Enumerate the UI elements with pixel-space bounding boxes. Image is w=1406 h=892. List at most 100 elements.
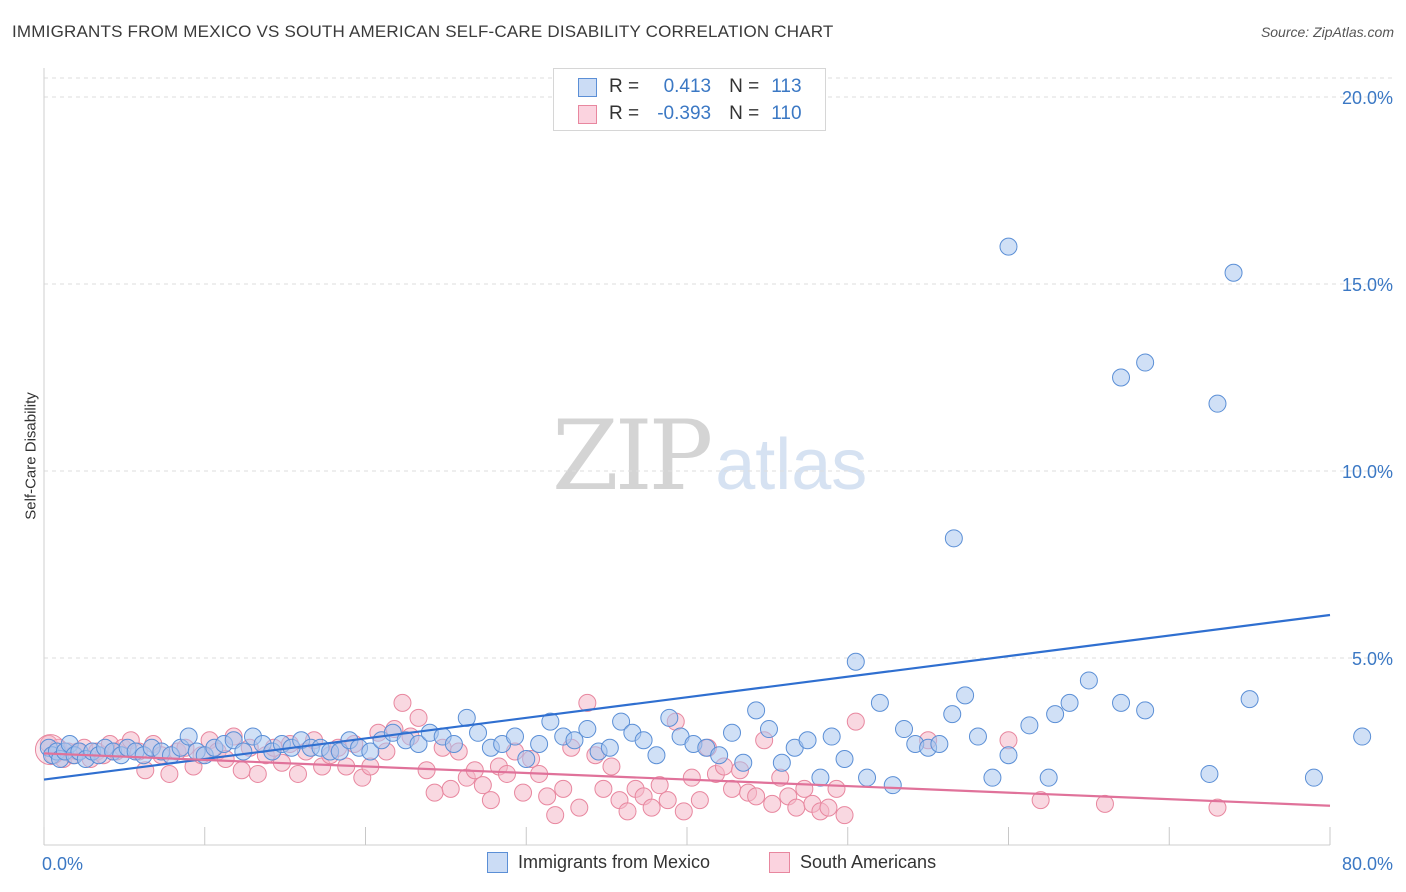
- south-americans-point: [441, 779, 460, 798]
- axes: [43, 68, 1331, 846]
- south-americans-point: [473, 776, 492, 795]
- mexico-point: [999, 237, 1018, 256]
- x-tick-label: 80.0%: [1342, 854, 1393, 874]
- south-americans-point: [594, 779, 613, 798]
- mexico-point: [835, 749, 854, 768]
- mexico-point: [647, 746, 666, 765]
- mexico-point: [870, 693, 889, 712]
- south-americans-point: [514, 783, 533, 802]
- y-tick-label: 10.0%: [1342, 462, 1393, 482]
- south-americans-point: [618, 802, 637, 821]
- legend-swatch-mexico: [487, 852, 508, 873]
- r-value: -0.393: [657, 103, 712, 124]
- mexico-point: [1060, 693, 1079, 712]
- mexico-point: [1079, 671, 1098, 690]
- south-americans-point: [787, 798, 806, 817]
- mexico-point: [634, 731, 653, 750]
- mexico-point: [883, 776, 902, 795]
- legend-item-mexico[interactable]: Immigrants from Mexico: [487, 852, 710, 873]
- south-americans-point: [650, 776, 669, 795]
- mexico-point: [234, 742, 253, 761]
- south-americans-point: [795, 779, 814, 798]
- mexico-point: [1240, 690, 1259, 709]
- south-americans-point: [846, 712, 865, 731]
- x-tick-label: 0.0%: [42, 854, 83, 874]
- south-americans-point: [1031, 791, 1050, 810]
- mexico-point: [983, 768, 1002, 787]
- legend-label-south-americans: South Americans: [800, 852, 937, 872]
- r-label: R =: [609, 76, 640, 97]
- south-americans-point: [658, 791, 677, 810]
- legend-swatch-south-americans: [769, 852, 790, 873]
- mexico-point: [541, 712, 560, 731]
- mexico-point: [612, 712, 631, 731]
- mexico-point: [1136, 701, 1155, 720]
- immigrants-from-mexico-points: [39, 237, 1372, 795]
- mexico-point: [1136, 353, 1155, 372]
- mexico-point: [943, 705, 962, 724]
- mexico-point: [956, 686, 975, 705]
- n-value: 110: [771, 103, 802, 124]
- legend-item-south-americans[interactable]: South Americans: [769, 852, 936, 873]
- south-americans-point: [682, 768, 701, 787]
- legend-row-mexico: R = 0.413 N = 113: [578, 75, 802, 99]
- mexico-point: [798, 731, 817, 750]
- mexico-point: [968, 727, 987, 746]
- south-americans-point: [819, 798, 838, 817]
- legend-label-mexico: Immigrants from Mexico: [518, 852, 711, 872]
- south-americans-point: [723, 779, 742, 798]
- mexico-point: [409, 735, 428, 754]
- south-americans-point: [570, 798, 589, 817]
- y-tick-label: 5.0%: [1352, 649, 1393, 669]
- south-americans-point: [578, 693, 597, 712]
- mexico-point: [565, 731, 584, 750]
- legend-swatch-south-americans: [578, 104, 597, 124]
- mexico-point: [505, 727, 524, 746]
- mexico-point: [578, 720, 597, 739]
- r-value: 0.413: [663, 76, 712, 97]
- y-tick-label: 15.0%: [1342, 275, 1393, 295]
- mexico-point: [944, 529, 963, 548]
- south-americans-point: [409, 708, 428, 727]
- south-americans-trend-line: [43, 752, 1331, 807]
- mexico-point: [517, 749, 536, 768]
- mexico-point: [710, 746, 729, 765]
- r-label: R =: [609, 103, 640, 124]
- mexico-point: [759, 720, 778, 739]
- south-americans-point: [232, 761, 251, 780]
- south-americans-point: [160, 764, 179, 783]
- south-americans-point: [1095, 794, 1114, 813]
- south-americans-point: [690, 791, 709, 810]
- mexico-point: [1200, 764, 1219, 783]
- south-americans-point: [497, 764, 516, 783]
- source-credit: Source: ZipAtlas.com: [1260, 24, 1394, 40]
- south-americans-point: [827, 779, 846, 798]
- trend-lines: [43, 613, 1331, 807]
- mexico-point: [1353, 727, 1372, 746]
- mexico-point: [1020, 716, 1039, 735]
- mexico-trend-line: [43, 613, 1331, 781]
- correlation-legend: R = 0.413 N = 113 R = -0.393 N = 110: [553, 68, 826, 131]
- mexico-point: [1112, 368, 1131, 387]
- south-americans-point: [1208, 798, 1227, 817]
- mexico-point: [1304, 768, 1323, 787]
- legend-row-south-americans: R = -0.393 N = 110: [578, 102, 802, 126]
- legend-swatch-mexico: [578, 77, 597, 97]
- south-americans-point: [747, 787, 766, 806]
- mexico-point: [444, 735, 463, 754]
- mexico-point: [600, 738, 619, 757]
- mexico-point: [734, 753, 753, 772]
- mexico-point: [660, 708, 679, 727]
- n-value: 113: [771, 76, 802, 97]
- mexico-point: [1046, 705, 1065, 724]
- mexico-point: [530, 735, 549, 754]
- south-americans-point: [546, 806, 565, 825]
- mexico-point: [1039, 768, 1058, 787]
- tick-labels: 5.0% 10.0% 15.0% 20.0% 0.0% 80.0%: [42, 88, 1393, 874]
- mexico-point: [811, 768, 830, 787]
- y-tick-label: 20.0%: [1342, 88, 1393, 108]
- south-americans-point: [425, 783, 444, 802]
- south-americans-point: [835, 806, 854, 825]
- south-americans-point: [481, 791, 500, 810]
